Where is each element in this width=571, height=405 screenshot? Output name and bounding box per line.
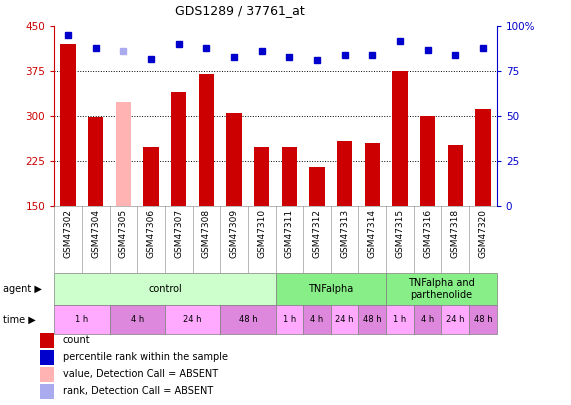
Text: GSM47310: GSM47310 [257, 209, 266, 258]
Text: 1 h: 1 h [283, 315, 296, 324]
Bar [475, 109, 490, 206]
Text: 48 h: 48 h [363, 315, 381, 324]
Bar [171, 92, 186, 206]
Text: 4 h: 4 h [421, 315, 435, 324]
Bar [282, 147, 297, 206]
Bar [365, 143, 380, 206]
Text: GSM47306: GSM47306 [147, 209, 155, 258]
Text: GSM47302: GSM47302 [63, 209, 73, 258]
Text: GDS1289 / 37761_at: GDS1289 / 37761_at [175, 4, 305, 17]
Text: percentile rank within the sample: percentile rank within the sample [63, 352, 228, 362]
Text: GSM47309: GSM47309 [230, 209, 239, 258]
Text: TNFalpha and
parthenolide: TNFalpha and parthenolide [408, 278, 475, 300]
Text: GSM47304: GSM47304 [91, 209, 100, 258]
Bar [61, 44, 76, 206]
Bar [116, 102, 131, 206]
Text: time ▶: time ▶ [3, 315, 35, 324]
Text: 48 h: 48 h [473, 315, 492, 324]
Bar [254, 147, 270, 206]
Bar [143, 147, 159, 206]
Text: GSM47308: GSM47308 [202, 209, 211, 258]
Text: TNFalpha: TNFalpha [308, 284, 353, 294]
Text: 4 h: 4 h [311, 315, 324, 324]
Bar [309, 167, 324, 206]
Text: 24 h: 24 h [446, 315, 465, 324]
Text: 24 h: 24 h [335, 315, 354, 324]
Bar [448, 145, 463, 206]
Text: GSM47311: GSM47311 [285, 209, 294, 258]
Text: control: control [148, 284, 182, 294]
Text: GSM47314: GSM47314 [368, 209, 377, 258]
Text: agent ▶: agent ▶ [3, 284, 42, 294]
Text: GSM47320: GSM47320 [478, 209, 488, 258]
Bar [88, 117, 103, 206]
Text: GSM47307: GSM47307 [174, 209, 183, 258]
Text: GSM47316: GSM47316 [423, 209, 432, 258]
Text: 24 h: 24 h [183, 315, 202, 324]
Text: GSM47305: GSM47305 [119, 209, 128, 258]
Bar [227, 113, 242, 206]
Bar [199, 74, 214, 206]
Text: 48 h: 48 h [239, 315, 257, 324]
Text: GSM47315: GSM47315 [396, 209, 404, 258]
Text: 1 h: 1 h [75, 315, 89, 324]
Text: GSM47313: GSM47313 [340, 209, 349, 258]
Text: GSM47318: GSM47318 [451, 209, 460, 258]
Text: count: count [63, 335, 90, 345]
Text: 1 h: 1 h [393, 315, 407, 324]
Bar [392, 71, 408, 206]
Text: 4 h: 4 h [131, 315, 144, 324]
Text: value, Detection Call = ABSENT: value, Detection Call = ABSENT [63, 369, 218, 379]
Bar [337, 141, 352, 206]
Bar [420, 116, 435, 206]
Text: GSM47312: GSM47312 [312, 209, 321, 258]
Text: rank, Detection Call = ABSENT: rank, Detection Call = ABSENT [63, 386, 213, 396]
